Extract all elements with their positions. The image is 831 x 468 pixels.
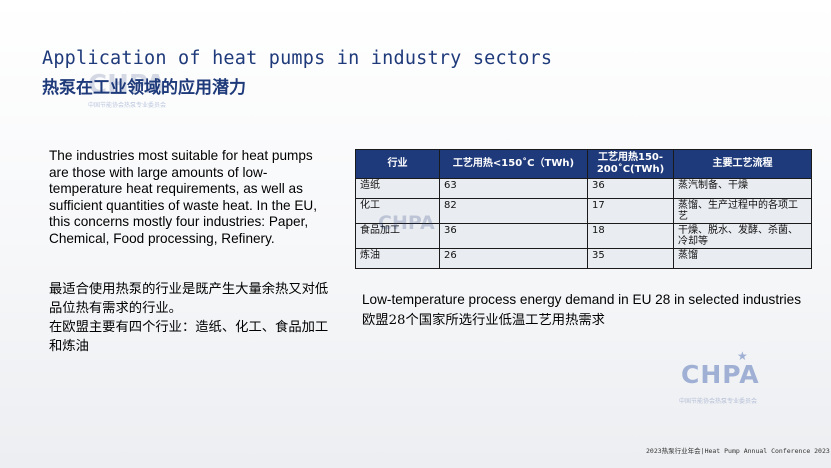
chpa-watermark-sub-top: 中国节能协会热泵专业委员会 xyxy=(88,102,167,109)
table-row: 炼油 26 35 蒸馏 xyxy=(355,248,812,269)
table-cell: 食品加工 xyxy=(355,223,440,249)
table-row: 造纸 63 36 蒸汽制备、干燥 xyxy=(355,178,812,199)
chpa-watermark-logo-top: CHPA xyxy=(88,70,166,100)
table-cell: 干燥、脱水、发酵、杀菌、冷却等 xyxy=(673,223,812,249)
table-caption-zh: 欧盟28个国家所选行业低温工艺用热需求 xyxy=(362,313,605,328)
table-header-cell: 行业 xyxy=(355,149,440,179)
table-row: 食品加工 36 18 干燥、脱水、发酵、杀菌、冷却等 xyxy=(355,223,812,249)
table-cell: 82 xyxy=(439,198,588,224)
table-cell: 35 xyxy=(587,248,674,269)
table-cell: 26 xyxy=(439,248,588,269)
chpa-watermark-logo-table: CHPA xyxy=(378,212,435,234)
table-row: 化工 82 17 蒸馏、生产过程中的各项工艺 xyxy=(355,198,812,224)
table-cell: 蒸馏、生产过程中的各项工艺 xyxy=(673,198,812,224)
table-cell: 18 xyxy=(587,223,674,249)
star-icon: ★ xyxy=(737,349,748,363)
body-text-en: The industries most suitable for heat pu… xyxy=(49,148,318,246)
table-header-cell: 工艺用热<150˚C（TWh) xyxy=(439,149,588,179)
table-cell: 17 xyxy=(587,198,674,224)
body-text-zh: 最适合使用热泵的行业是既产生大量余热又对低品位热有需求的行业。 在欧盟主要有四个… xyxy=(49,280,334,356)
table-cell: 63 xyxy=(439,178,588,199)
table-cell: 造纸 xyxy=(355,178,440,199)
table-caption-en: Low-temperature process energy demand in… xyxy=(362,292,802,307)
chpa-logo-subtitle: 中国节能协会热泵专业委员会 xyxy=(679,398,758,405)
table-header-row: 行业 工艺用热<150˚C（TWh) 工艺用热150-200˚C(TWh) 主要… xyxy=(355,149,812,179)
body-text-zh-line2: 在欧盟主要有四个行业：造纸、化工、食品加工和炼油 xyxy=(49,320,329,354)
table-header-cell: 主要工艺流程 xyxy=(673,149,812,179)
table-cell: 36 xyxy=(587,178,674,199)
table-cell: 蒸汽制备、干燥 xyxy=(673,178,812,199)
table-cell: 蒸馏 xyxy=(673,248,812,269)
industry-heat-demand-table: 行业 工艺用热<150˚C（TWh) 工艺用热150-200˚C(TWh) 主要… xyxy=(355,149,812,269)
chpa-logo: CHPA xyxy=(681,360,760,389)
body-text-zh-line1: 最适合使用热泵的行业是既产生大量余热又对低品位热有需求的行业。 xyxy=(49,282,329,316)
table-cell: 炼油 xyxy=(355,248,440,269)
table-cell: 36 xyxy=(439,223,588,249)
slide-title-en: Application of heat pumps in industry se… xyxy=(42,48,553,69)
slide-title-zh: 热泵在工业领域的应用潜力 xyxy=(42,78,246,98)
footer-conference-label: 2023热泵行业年会|Heat Pump Annual Conference 2… xyxy=(646,447,830,455)
table-header-cell: 工艺用热150-200˚C(TWh) xyxy=(587,149,674,179)
